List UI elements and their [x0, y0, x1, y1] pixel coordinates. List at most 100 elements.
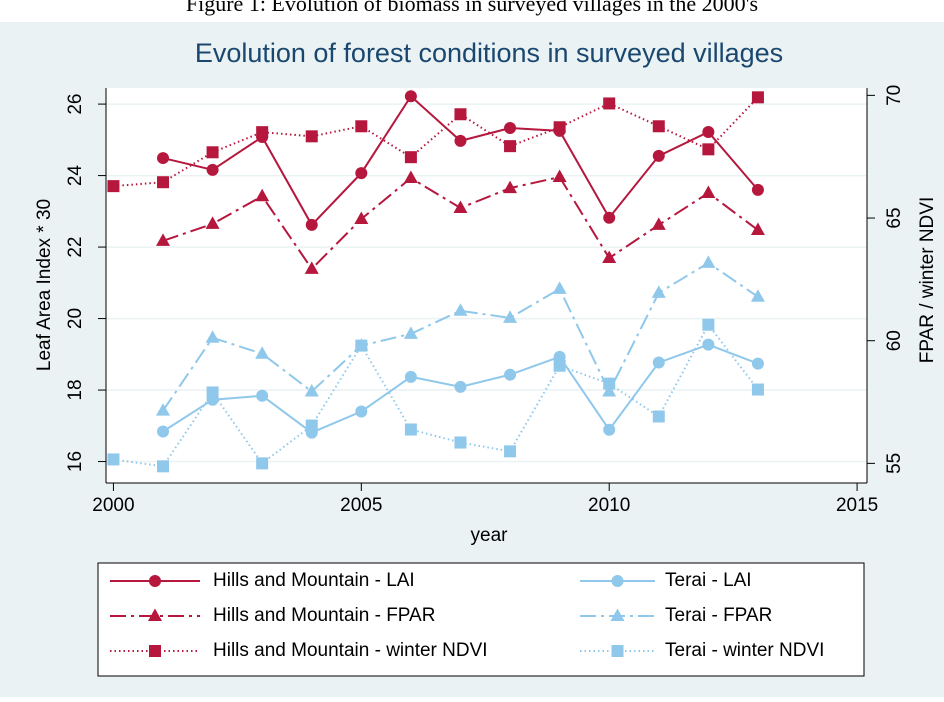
point	[157, 152, 170, 165]
point	[404, 90, 417, 103]
point	[553, 359, 566, 372]
point	[603, 423, 616, 436]
point	[701, 185, 716, 199]
point	[504, 368, 517, 381]
point	[107, 453, 120, 466]
legend-marker	[149, 645, 161, 657]
point	[206, 163, 219, 176]
point	[751, 91, 764, 104]
point	[157, 176, 170, 189]
point	[552, 281, 567, 294]
point	[503, 310, 518, 323]
point	[404, 151, 417, 164]
point	[355, 405, 368, 418]
point	[652, 120, 665, 133]
point	[403, 326, 418, 339]
x-tick-label: 2015	[836, 495, 878, 516]
y2-tick-label: 55	[884, 453, 905, 474]
y-tick-label: 22	[65, 237, 86, 258]
point	[603, 377, 616, 390]
legend-marker	[611, 575, 624, 587]
point	[355, 120, 368, 133]
point	[453, 303, 468, 316]
legend-label: Hills and Mountain - LAI	[213, 570, 415, 591]
point	[156, 233, 171, 246]
point	[702, 143, 715, 156]
point	[453, 200, 468, 213]
point	[256, 389, 269, 402]
legend-marker	[149, 575, 161, 587]
point	[305, 419, 318, 432]
point	[503, 180, 518, 194]
point	[602, 250, 617, 264]
point	[602, 383, 617, 397]
y-tick-label: 16	[65, 451, 86, 472]
point	[454, 380, 467, 393]
legend-label: Terai - winter NDVI	[665, 640, 824, 661]
point	[652, 149, 665, 162]
point	[603, 211, 616, 224]
y2-tick-label: 70	[884, 85, 905, 106]
y-tick-label: 26	[65, 94, 86, 115]
point	[107, 180, 120, 193]
legend-label: Hills and Mountain - FPAR	[213, 605, 435, 626]
point	[751, 383, 764, 396]
point	[702, 125, 715, 138]
point	[553, 121, 566, 134]
y2-tick-label: 60	[884, 330, 905, 351]
point	[205, 216, 220, 229]
point	[256, 457, 269, 470]
point	[305, 218, 318, 231]
point	[403, 170, 418, 184]
x-tick-label: 2005	[340, 495, 382, 516]
series-line	[113, 322, 759, 468]
point	[404, 423, 417, 436]
point	[652, 356, 665, 369]
y-axis-title: Leaf Area Index * 30	[34, 199, 55, 371]
x-tick-label: 2010	[588, 495, 630, 516]
point	[751, 357, 764, 370]
legend-label: Terai - FPAR	[665, 605, 772, 626]
point	[750, 289, 765, 302]
point	[504, 122, 517, 135]
point	[355, 167, 368, 180]
point	[552, 169, 567, 183]
point	[651, 217, 666, 230]
legend-marker	[610, 608, 625, 621]
point	[701, 255, 716, 268]
plot-area	[106, 88, 867, 483]
y-tick-label: 20	[65, 308, 86, 329]
x-tick-label: 2000	[92, 495, 134, 516]
point	[205, 330, 220, 343]
point	[750, 222, 765, 236]
y2-axis-title: FPAR / winter NDVI	[917, 197, 938, 363]
point	[702, 318, 715, 331]
chart-title: Evolution of forest conditions in survey…	[195, 38, 783, 68]
point	[157, 460, 170, 473]
legend-marker	[148, 608, 162, 621]
legend-marker	[611, 645, 624, 657]
point	[354, 211, 369, 225]
point	[652, 410, 665, 423]
point	[206, 386, 219, 399]
y-tick-label: 24	[65, 165, 86, 187]
legend-label: Hills and Mountain - winter NDVI	[213, 640, 488, 661]
point	[156, 403, 171, 416]
y-tick-label: 18	[65, 379, 86, 400]
point	[751, 183, 764, 196]
point	[504, 140, 517, 153]
point	[206, 146, 219, 159]
point	[504, 445, 517, 458]
point	[651, 285, 666, 298]
point	[702, 338, 715, 351]
caption: Figure 1: Evolution of biomass in survey…	[186, 0, 758, 16]
point	[255, 346, 270, 359]
point	[454, 134, 467, 147]
point	[305, 130, 318, 143]
point	[603, 97, 616, 110]
x-axis-title: year	[471, 525, 509, 546]
point	[404, 370, 417, 383]
point	[157, 425, 170, 438]
y2-tick-label: 65	[884, 207, 905, 228]
